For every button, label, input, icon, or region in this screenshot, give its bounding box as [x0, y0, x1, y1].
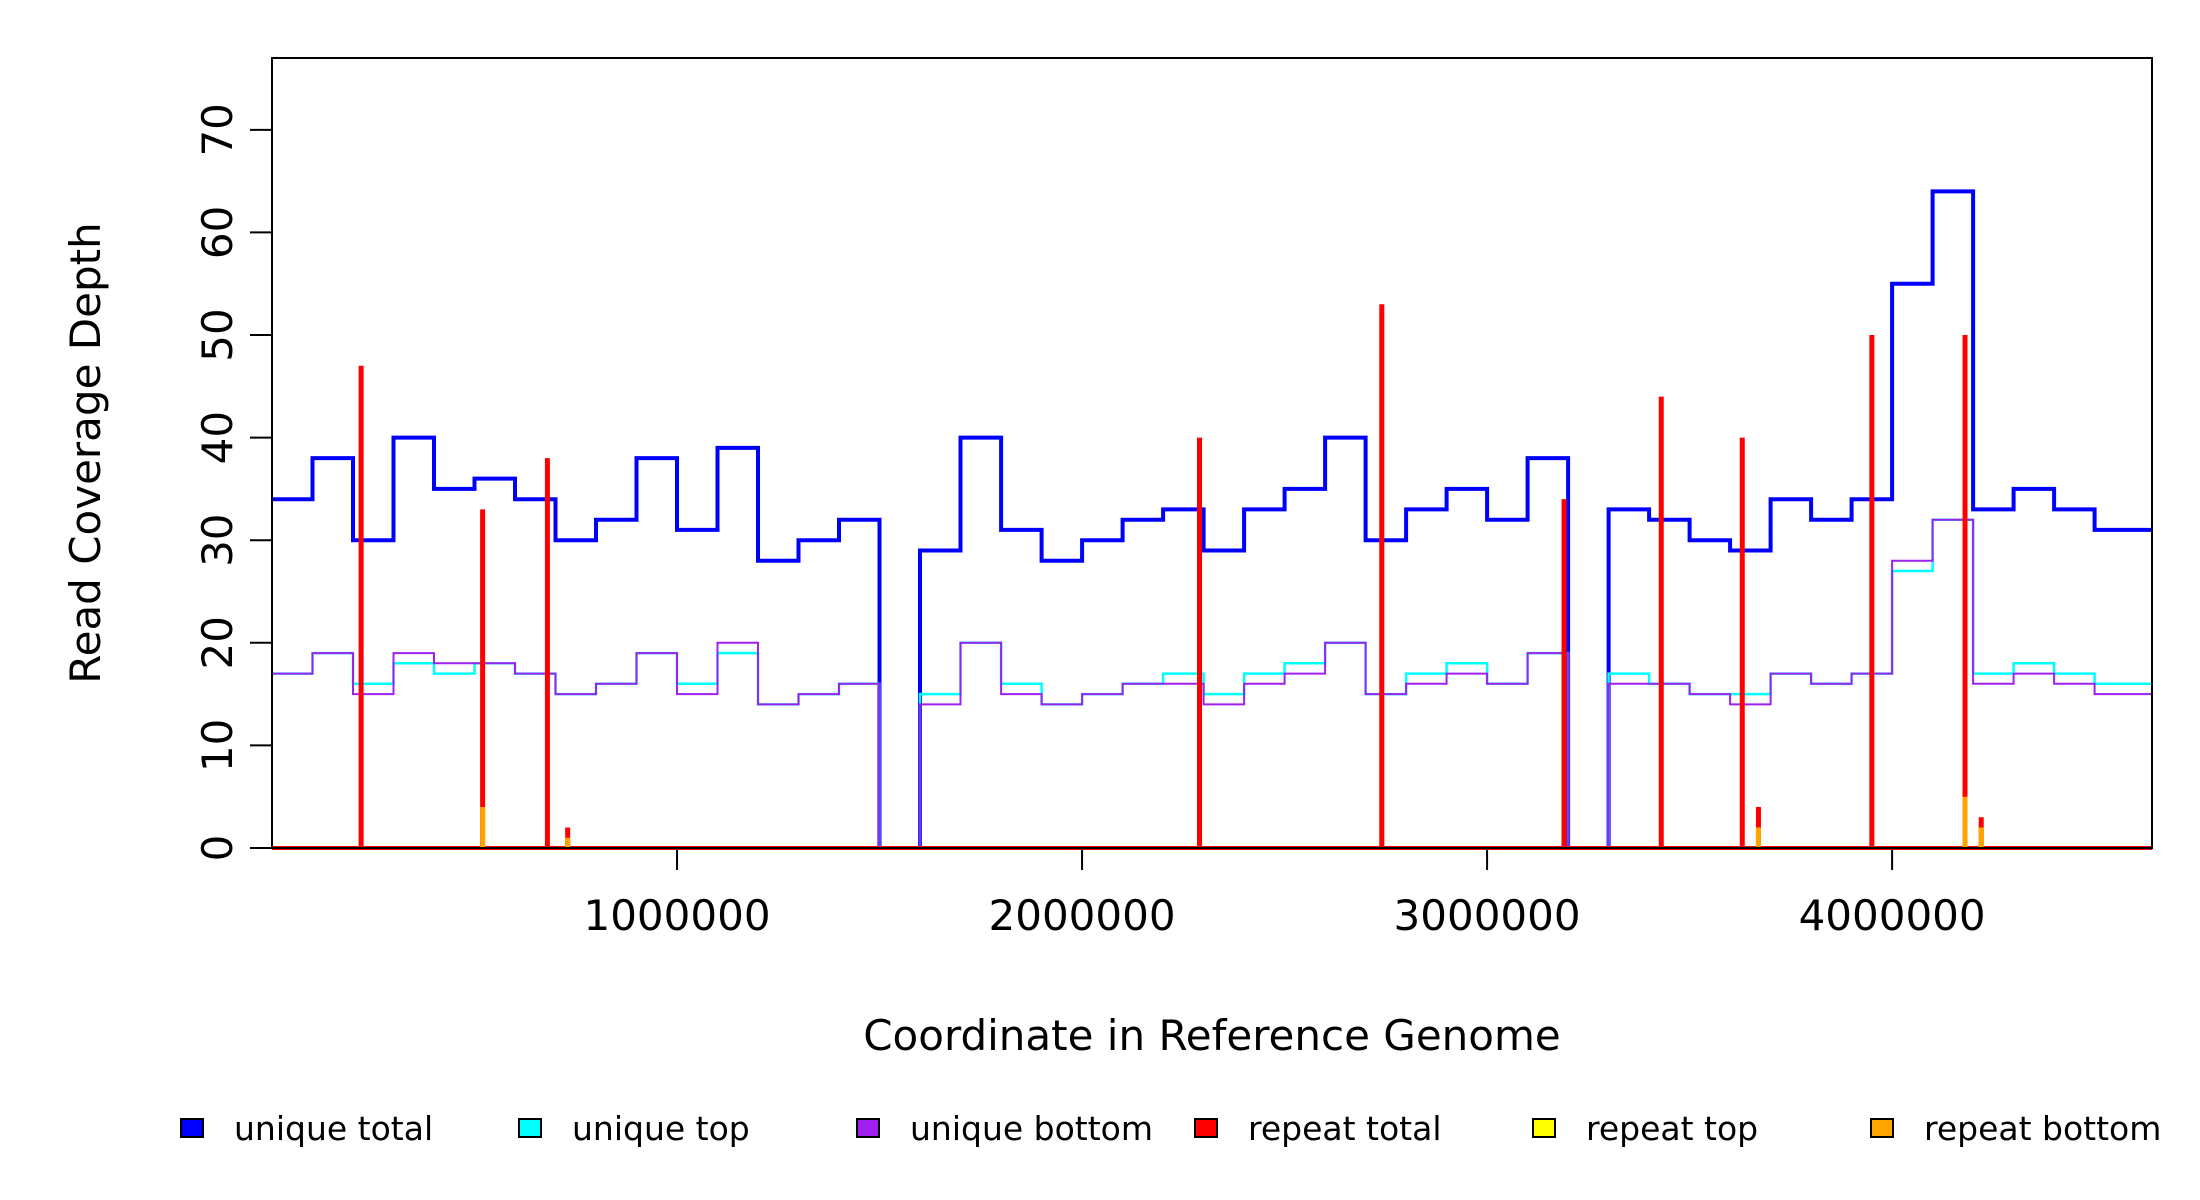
legend-label-unique-top: unique top [572, 1108, 750, 1148]
legend-swatch-unique-total [180, 1118, 204, 1138]
legend-item-repeat-bottom: repeat bottom [1870, 1108, 2161, 1148]
legend-swatch-repeat-total [1194, 1118, 1218, 1138]
legend-label-unique-bottom: unique bottom [910, 1108, 1154, 1148]
coverage-chart: 1000000 2000000 3000000 4000000 0 10 20 30 40 50… [61, 57, 2153, 1060]
y-tick-label: 10 [193, 719, 242, 772]
y-tick-label: 30 [193, 513, 242, 566]
legend-label-unique-total: unique total [234, 1108, 434, 1148]
y-tick-label: 40 [193, 411, 242, 464]
legend-label-repeat-total: repeat total [1248, 1108, 1442, 1148]
y-tick-label: 20 [193, 616, 242, 669]
x-tick-label: 1000000 [583, 891, 770, 940]
legend-label-repeat-top: repeat top [1586, 1108, 1759, 1148]
x-axis-title: Coordinate in Reference Genome [863, 1011, 1561, 1060]
legend-swatch-unique-top [518, 1118, 542, 1138]
series-line-unique-bottom [272, 518, 2152, 849]
x-tick-label: 3000000 [1394, 891, 1581, 940]
series-line-unique-total [272, 189, 2152, 850]
legend-swatch-unique-bottom [856, 1118, 880, 1138]
legend-swatch-repeat-bottom [1870, 1118, 1894, 1138]
legend: unique total unique top unique bottom re… [0, 1108, 2200, 1168]
legend-item-unique-total: unique total [180, 1108, 433, 1148]
legend-label-repeat-bottom: repeat bottom [1924, 1108, 2162, 1148]
x-axis: 1000000 2000000 3000000 4000000 [583, 848, 1986, 940]
repeat-spike-layer [358, 304, 1984, 848]
y-tick-label: 60 [193, 206, 242, 259]
x-tick-label: 4000000 [1799, 891, 1986, 940]
y-axis: 0 10 20 30 40 50 60 70 [193, 103, 273, 862]
legend-item-repeat-total: repeat total [1194, 1108, 1442, 1148]
legend-item-unique-top: unique top [518, 1108, 750, 1148]
legend-swatch-repeat-top [1532, 1118, 1556, 1138]
legend-item-unique-bottom: unique bottom [856, 1108, 1153, 1148]
y-axis-title: Read Coverage Depth [61, 222, 110, 683]
y-tick-label: 50 [193, 308, 242, 361]
y-tick-label: 0 [193, 835, 242, 862]
x-tick-label: 2000000 [989, 891, 1176, 940]
legend-item-repeat-top: repeat top [1532, 1108, 1758, 1148]
y-tick-label: 70 [193, 103, 242, 156]
